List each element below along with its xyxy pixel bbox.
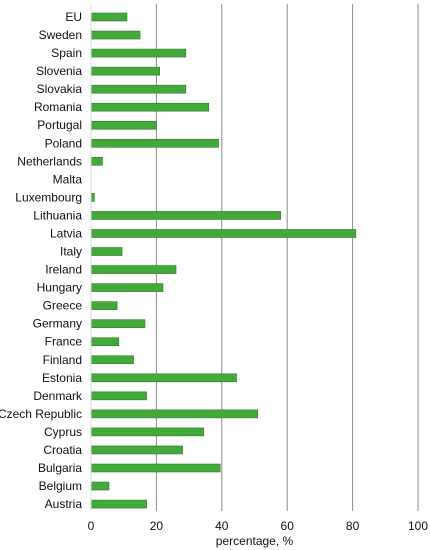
x-tick-label: 40 [215,519,229,533]
x-tick-label: 80 [346,519,360,533]
category-label: Hungary [37,281,82,295]
category-label: Slovenia [36,64,82,78]
category-label: Latvia [50,226,82,240]
bar [90,138,219,148]
category-label: Austria [45,497,83,511]
bar [90,337,120,347]
x-tick-label: 60 [281,519,295,533]
bar [90,48,187,58]
category-label: Finland [43,353,82,367]
bar [90,120,157,130]
category-label: Czech Republic [0,407,82,421]
bar [90,355,134,365]
x-tick-label: 100 [408,519,428,533]
bar [90,373,237,383]
bar [90,84,187,94]
category-labels: EU Sweden Spain Slovenia Slovakia Romania Port… [0,10,83,511]
bar [90,463,221,473]
category-label: Croatia [43,443,82,457]
bar [90,283,164,292]
category-label: Bulgaria [38,461,82,475]
bars [90,12,357,509]
bar [90,391,147,401]
x-tick-labels: 0 20 40 60 80 100 [88,519,429,533]
category-label: EU [65,10,82,24]
x-tick-label: 20 [150,519,164,533]
bar [90,229,357,238]
category-label: Malta [53,172,83,186]
category-label: Belgium [39,479,82,493]
category-label: Spain [51,46,82,60]
bar [90,319,146,328]
bar [90,66,160,76]
bar [90,30,141,40]
x-axis-title: percentage, % [216,534,294,548]
category-label: Portugal [37,118,82,132]
category-label: Denmark [33,389,83,403]
category-label: France [45,335,83,349]
bar [90,102,210,112]
category-label: Greece [43,299,83,313]
category-label: Ireland [45,263,82,277]
bar [90,427,205,437]
category-label: Netherlands [17,154,82,168]
category-label: Luxembourg [15,190,82,204]
bar [90,12,128,22]
bar [90,445,183,455]
bar [90,211,281,220]
category-label: Italy [60,245,82,259]
bar [90,157,103,166]
category-label: Poland [45,136,82,150]
bar [90,301,118,310]
category-label: Cyprus [44,425,82,439]
category-label: Romania [34,100,82,114]
gridlines [155,4,419,511]
category-label: Slovakia [37,82,83,96]
bar [90,247,123,256]
category-label: Germany [33,317,82,331]
x-tick-label: 0 [88,519,95,533]
category-label: Sweden [39,28,82,42]
bar [90,265,177,274]
category-label: Estonia [42,371,82,385]
bar [90,409,259,419]
bar [90,499,147,509]
category-label: Lithuania [33,208,82,222]
bar [90,481,110,491]
